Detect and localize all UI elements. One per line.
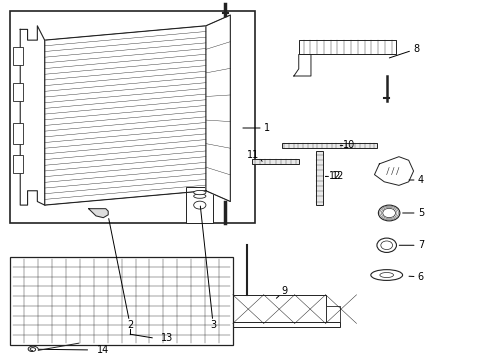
Ellipse shape (194, 201, 206, 209)
Text: 2: 2 (127, 320, 133, 330)
Bar (13, 123, 23, 144)
Polygon shape (374, 157, 414, 185)
Bar (220, 291, 233, 323)
Circle shape (377, 238, 396, 252)
Text: 5: 5 (418, 208, 424, 218)
Bar (282, 143, 377, 148)
Text: 12: 12 (329, 171, 342, 181)
Ellipse shape (380, 273, 393, 278)
Text: 8: 8 (413, 44, 419, 54)
Ellipse shape (194, 194, 206, 198)
Polygon shape (206, 15, 230, 202)
Text: 7: 7 (418, 240, 424, 250)
Text: 14: 14 (97, 345, 109, 355)
Circle shape (381, 241, 392, 249)
Bar (13, 83, 23, 101)
Bar (186, 187, 213, 223)
Bar (316, 151, 323, 205)
Circle shape (378, 205, 400, 221)
Bar (13, 47, 23, 65)
Bar (233, 295, 326, 323)
Polygon shape (299, 40, 396, 54)
Bar (218, 322, 340, 327)
Polygon shape (294, 40, 382, 76)
Polygon shape (20, 26, 45, 205)
Bar (13, 155, 23, 173)
Bar (10, 257, 233, 345)
Bar (252, 159, 299, 164)
Ellipse shape (371, 270, 403, 280)
Text: 3: 3 (210, 320, 216, 330)
Text: 1: 1 (264, 123, 270, 133)
Text: 4: 4 (418, 175, 424, 185)
Bar (10, 12, 255, 223)
Polygon shape (294, 54, 311, 76)
Circle shape (383, 208, 395, 218)
Bar (326, 306, 340, 323)
Polygon shape (45, 26, 206, 205)
Text: 13: 13 (161, 333, 173, 343)
Ellipse shape (194, 190, 206, 195)
Text: 11: 11 (247, 150, 260, 160)
Text: 9: 9 (281, 286, 287, 296)
Text: 10: 10 (343, 140, 355, 150)
Text: 6: 6 (418, 272, 424, 282)
Text: 12: 12 (331, 171, 344, 181)
Polygon shape (89, 209, 108, 218)
